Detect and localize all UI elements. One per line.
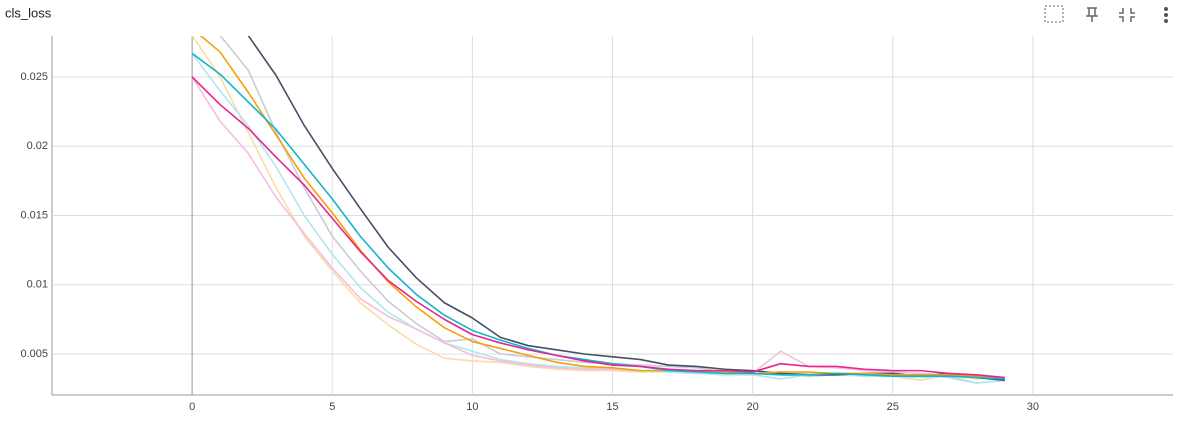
x-tick-label: 20 bbox=[747, 401, 759, 413]
toolbar bbox=[1044, 5, 1168, 23]
y-tick-label: 0.01 bbox=[27, 279, 48, 291]
series-line bbox=[191, 52, 1005, 384]
pin-icon[interactable] bbox=[1086, 7, 1098, 22]
series-line bbox=[191, 36, 1005, 382]
series-line bbox=[199, 36, 1005, 379]
y-tick-label: 0.005 bbox=[20, 348, 48, 360]
x-tick-label: 25 bbox=[887, 401, 899, 413]
plot-area bbox=[191, 36, 1005, 384]
series-line bbox=[191, 52, 1005, 380]
series-line bbox=[219, 36, 1005, 384]
select-zoom-icon[interactable] bbox=[1044, 5, 1064, 23]
x-tick-label: 10 bbox=[466, 401, 478, 413]
more-icon[interactable] bbox=[1164, 7, 1168, 23]
series-line bbox=[191, 76, 1005, 380]
series-line bbox=[191, 76, 1005, 379]
chart-title: cls_loss bbox=[5, 5, 52, 20]
y-tick-label: 0.02 bbox=[27, 140, 48, 152]
x-tick-label: 0 bbox=[189, 401, 195, 413]
x-tick-label: 30 bbox=[1027, 401, 1039, 413]
x-tick-label: 15 bbox=[606, 401, 618, 413]
y-tick-label: 0.025 bbox=[20, 71, 48, 83]
y-tick-label: 0.015 bbox=[20, 209, 48, 221]
fit-icon[interactable] bbox=[1119, 8, 1135, 22]
x-tick-label: 5 bbox=[329, 401, 335, 413]
